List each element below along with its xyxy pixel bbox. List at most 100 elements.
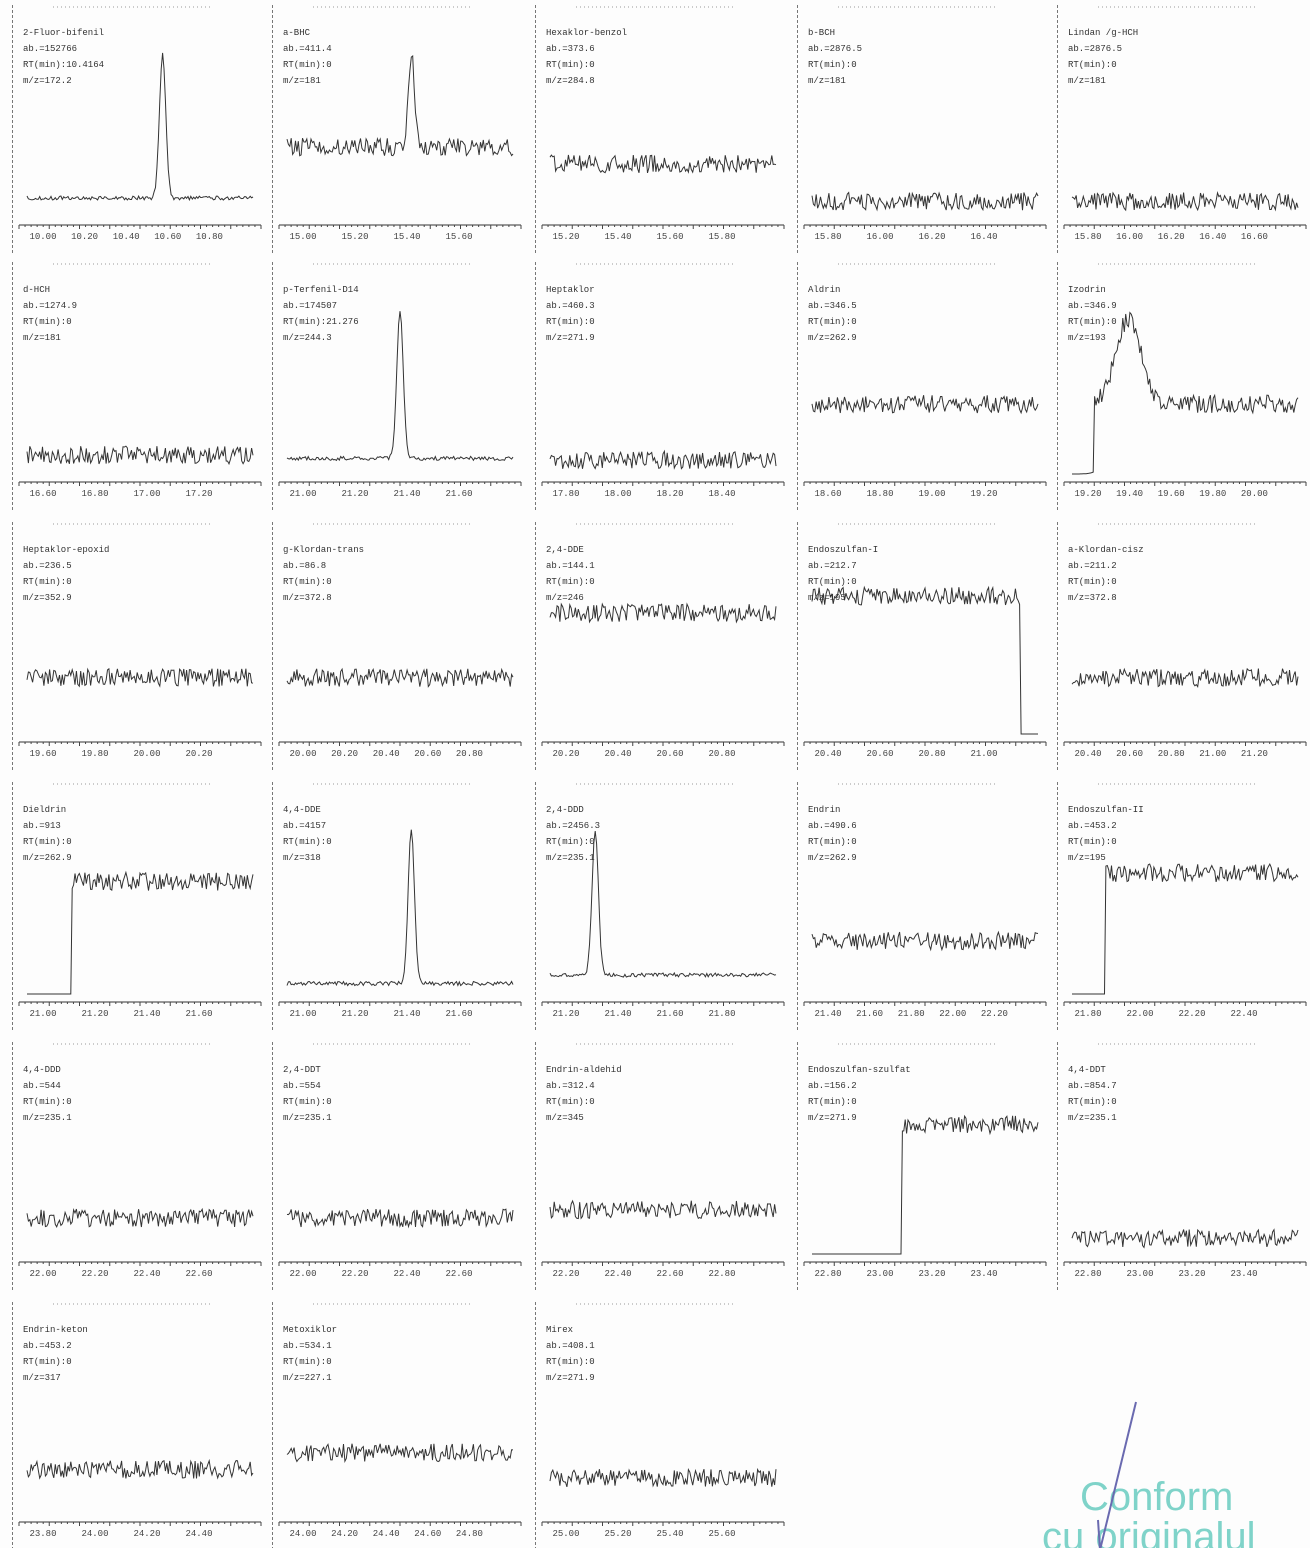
- stamp-line: Conform: [1080, 1475, 1233, 1519]
- x-tick-label: 24.60: [414, 1529, 441, 1539]
- chromatogram: 19.60 19.80 20.00 20.20: [18, 523, 262, 759]
- info-rt: RT(min):0: [808, 837, 857, 847]
- chromatogram-panel: 22.00 22.20 22.40 22.60 4,4-DDD ab.=544 RT(min…: [12, 1042, 267, 1290]
- x-tick-label: 21.40: [814, 1009, 841, 1019]
- chromatogram: 21.00 21.20 21.40 21.60: [278, 783, 522, 1019]
- x-tick-label: 19.80: [81, 749, 108, 759]
- info-ab: ab.=211.2: [1068, 561, 1117, 571]
- trace: [286, 1208, 514, 1229]
- panel-info: Endrin-keton ab.=453.2 RT(min):0 m/z=317: [23, 1322, 88, 1386]
- info-name: Izodrin: [1068, 285, 1106, 295]
- panel-info: Hexaklor-benzol ab.=373.6 RT(min):0 m/z=284…: [546, 25, 627, 89]
- chromatogram-panel: 19.60 19.80 20.00 20.20 Heptaklor-epoxid ab.=…: [12, 522, 267, 770]
- x-tick-label: 20.00: [289, 749, 316, 759]
- info-name: Metoxiklor: [283, 1325, 338, 1335]
- panel-info: Endrin ab.=490.6 RT(min):0 m/z=262.9: [808, 802, 857, 866]
- info-rt: RT(min):0: [546, 317, 595, 327]
- info-name: Mirex: [546, 1325, 574, 1335]
- info-mz: m/z=318: [283, 853, 321, 863]
- x-tick-label: 20.40: [373, 749, 400, 759]
- x-tick-label: 10.20: [71, 232, 98, 242]
- x-tick-label: 19.40: [1116, 489, 1143, 499]
- trace: [549, 154, 777, 174]
- panel-info: Izodrin ab.=346.9 RT(min):0 m/z=193: [1068, 282, 1117, 346]
- trace: [811, 930, 1039, 952]
- x-tick-label: 16.20: [918, 232, 945, 242]
- panel-info: a-BHC ab.=411.4 RT(min):0 m/z=181: [283, 25, 332, 89]
- panel-info: a-Klordan-cisz ab.=211.2 RT(min):0 m/z=372.…: [1068, 542, 1144, 606]
- chromatogram-panel: 22.80 23.00 23.20 23.40 Endoszulfan-szulfat a…: [797, 1042, 1052, 1290]
- info-ab: ab.=408.1: [546, 1341, 595, 1351]
- x-tick-label: 15.20: [341, 232, 368, 242]
- info-rt: RT(min):0: [808, 317, 857, 327]
- x-tick-label: 21.80: [708, 1009, 735, 1019]
- chromatogram-panel: 22.00 22.20 22.40 22.60 2,4-DDT ab.=554 RT(min…: [272, 1042, 527, 1290]
- info-name: Lindan /g-HCH: [1068, 28, 1139, 38]
- info-mz: m/z=345: [546, 1113, 584, 1123]
- x-tick-label: 20.40: [604, 749, 631, 759]
- x-tick-label: 16.80: [81, 489, 108, 499]
- trace: [27, 870, 254, 995]
- chromatogram: 15.80 16.00 16.20 16.40 16.60: [1063, 6, 1307, 242]
- x-tick-label: 24.00: [289, 1529, 316, 1539]
- x-tick-label: 22.00: [29, 1269, 56, 1279]
- x-tick-label: 21.00: [29, 1009, 56, 1019]
- info-ab: ab.=144.1: [546, 561, 595, 571]
- info-name: Endrin-aldehid: [546, 1065, 622, 1075]
- x-tick-label: 16.00: [1116, 232, 1143, 242]
- chromatogram-panel: 15.80 16.00 16.20 16.40 b-BCH ab.=2876.5 RT(mi…: [797, 5, 1052, 253]
- info-ab: ab.=2876.5: [1068, 44, 1123, 54]
- signature: [1097, 1401, 1137, 1548]
- chromatogram-panel: 15.80 16.00 16.20 16.40 16.60 Lindan /g-HCH ab…: [1057, 5, 1310, 253]
- chromatogram-panel: 23.80 24.00 24.20 24.40 Endrin-keton ab.=453.…: [12, 1302, 267, 1548]
- x-tick-label: 24.00: [81, 1529, 108, 1539]
- x-tick-label: 22.80: [814, 1269, 841, 1279]
- info-rt: RT(min):0: [808, 1097, 857, 1107]
- x-tick-label: 23.00: [866, 1269, 893, 1279]
- x-tick-label: 20.40: [814, 749, 841, 759]
- chromatogram: 15.80 16.00 16.20 16.40: [803, 6, 1047, 242]
- x-tick-label: 20.80: [918, 749, 945, 759]
- info-mz: m/z=181: [23, 333, 61, 343]
- info-ab: ab.=312.4: [546, 1081, 595, 1091]
- x-tick-label: 22.20: [1178, 1009, 1205, 1019]
- info-rt: RT(min):0: [23, 577, 72, 587]
- info-mz: m/z=195: [1068, 853, 1106, 863]
- chromatogram-panel: 21.00 21.20 21.40 21.60 4,4-DDE ab.=4157 RT(mi…: [272, 782, 527, 1030]
- x-tick-label: 22.80: [1074, 1269, 1101, 1279]
- chromatogram: 22.00 22.20 22.40 22.60: [18, 1043, 262, 1279]
- panel-info: 4,4-DDT ab.=854.7 RT(min):0 m/z=235.1: [1068, 1062, 1117, 1126]
- info-ab: ab.=453.2: [23, 1341, 72, 1351]
- x-tick-label: 19.80: [1199, 489, 1226, 499]
- info-ab: ab.=346.9: [1068, 301, 1117, 311]
- trace: [26, 445, 254, 466]
- x-tick-label: 21.20: [341, 1009, 368, 1019]
- chromatogram: 24.00 24.20 24.40 24.60 24.80: [278, 1303, 522, 1539]
- info-ab: ab.=544: [23, 1081, 61, 1091]
- x-tick-label: 15.00: [289, 232, 316, 242]
- info-mz: m/z=317: [23, 1373, 61, 1383]
- info-ab: ab.=913: [23, 821, 61, 831]
- x-tick-label: 21.20: [341, 489, 368, 499]
- trace: [286, 829, 514, 987]
- trace: [26, 667, 254, 688]
- x-tick-label: 23.20: [918, 1269, 945, 1279]
- info-rt: RT(min):0: [283, 837, 332, 847]
- trace: [549, 602, 777, 624]
- chromatogram-panel: 20.40 20.60 20.80 21.00 Endoszulfan-I ab.=212…: [797, 522, 1052, 770]
- panel-info: Lindan /g-HCH ab.=2876.5 RT(min):0 m/z=181: [1068, 25, 1138, 89]
- x-tick-label: 22.40: [393, 1269, 420, 1279]
- info-mz: m/z=195: [808, 593, 846, 603]
- trace: [286, 667, 514, 688]
- panel-info: Dieldrin ab.=913 RT(min):0 m/z=262.9: [23, 802, 72, 866]
- info-mz: m/z=372.8: [283, 593, 332, 603]
- chromatogram-panel: 19.20 19.40 19.60 19.80 20.00 Izodrin ab.=346.…: [1057, 262, 1310, 510]
- info-mz: m/z=262.9: [23, 853, 72, 863]
- trace: [286, 1443, 514, 1463]
- info-ab: ab.=373.6: [546, 44, 595, 54]
- info-rt: RT(min):0: [808, 577, 857, 587]
- chromatogram: 22.80 23.00 23.20 23.40: [803, 1043, 1047, 1279]
- chromatogram: 23.80 24.00 24.20 24.40: [18, 1303, 262, 1539]
- trace: [26, 52, 254, 202]
